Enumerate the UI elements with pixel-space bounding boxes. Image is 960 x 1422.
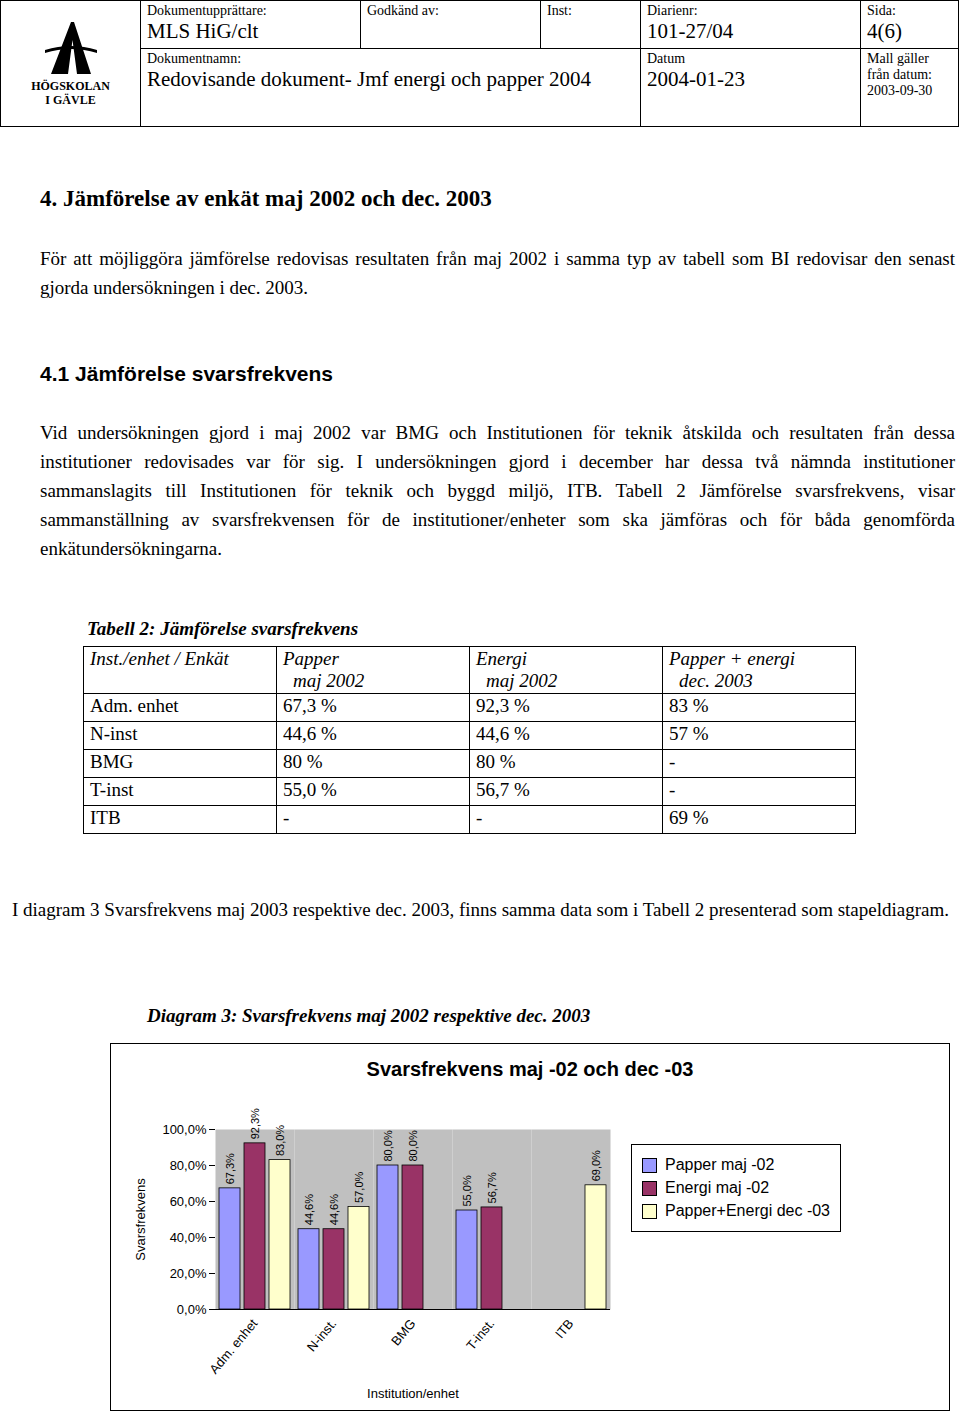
- svg-text:67,3%: 67,3%: [224, 1153, 236, 1184]
- html-text:44,6 %: 44,6 %: [283, 723, 337, 744]
- html-text:4(6): 4(6): [867, 19, 902, 43]
- svg-text:Adm. enhet: Adm. enhet: [206, 1316, 260, 1377]
- svg-text:Svarsfrekvens: Svarsfrekvens: [133, 1178, 148, 1261]
- svg-text:40,0%: 40,0%: [170, 1230, 207, 1245]
- svg-text:80,0%: 80,0%: [170, 1158, 207, 1173]
- html-text:4.1 Jämförelse svarsfrekvens: 4.1 Jämförelse svarsfrekvens: [40, 362, 333, 385]
- html-text:HÖGSKOLAN: HÖGSKOLAN: [31, 79, 110, 94]
- html-text:I diagram 3 Svarsfrekvens maj: I diagram 3 Svarsfrekvens maj 2003 respe…: [12, 899, 949, 920]
- svg-text:80,0%: 80,0%: [407, 1130, 419, 1161]
- html-text:N-inst: N-inst: [90, 723, 138, 744]
- html-text:I GÄVLE: I GÄVLE: [45, 92, 96, 107]
- html-text:92,3 %: 92,3 %: [476, 695, 530, 716]
- html-text:maj 2002: maj 2002: [486, 670, 558, 691]
- html-text:MLS HiG/clt: MLS HiG/clt: [147, 19, 259, 43]
- html-text:2003-09-30: 2003-09-30: [867, 83, 933, 98]
- svg-text:BMG: BMG: [388, 1316, 419, 1348]
- html-text:Sida:: Sida:: [867, 3, 896, 18]
- html-text:BMG: BMG: [90, 751, 134, 772]
- html-text:Diarienr:: Diarienr:: [647, 3, 698, 18]
- html-text:dec. 2003: dec. 2003: [679, 670, 753, 691]
- html-text:Adm. enhet: Adm. enhet: [90, 695, 179, 716]
- html-text:67,3 %: 67,3 %: [283, 695, 337, 716]
- html-text:Vid undersökningen gjord i maj: Vid undersökningen gjord i maj 2002 var …: [40, 422, 955, 559]
- html-text:83 %: 83 %: [669, 695, 709, 716]
- svg-text:80,0%: 80,0%: [382, 1130, 394, 1161]
- html-text:Energi maj -02: Energi maj -02: [665, 1179, 769, 1196]
- html-text:55,0 %: 55,0 %: [283, 779, 337, 800]
- html-text:69 %: 69 %: [669, 807, 709, 828]
- html-text:Papper + energi: Papper + energi: [669, 648, 796, 669]
- html-text:Inst:: Inst:: [547, 3, 572, 18]
- svg-text:57,0%: 57,0%: [353, 1171, 365, 1202]
- html-text:44,6 %: 44,6 %: [476, 723, 530, 744]
- svg-text:83,0%: 83,0%: [274, 1125, 286, 1156]
- html-text:Papper: Papper: [283, 648, 339, 669]
- html-text:56,7 %: 56,7 %: [476, 779, 530, 800]
- html-text:För att möjliggöra jämförelse: För att möjliggöra jämförelse redovisas …: [40, 248, 955, 298]
- html-text:Energi: Energi: [476, 648, 527, 669]
- svg-text:0,0%: 0,0%: [177, 1302, 207, 1317]
- svg-text:20,0%: 20,0%: [170, 1266, 207, 1281]
- svg-text:92,3%: 92,3%: [249, 1108, 261, 1139]
- svg-text:44,6%: 44,6%: [303, 1194, 315, 1225]
- html-text:Papper+Energi dec -03: Papper+Energi dec -03: [665, 1202, 830, 1219]
- html-text:4. Jämförelse av enkät maj 200: 4. Jämförelse av enkät maj 2002 och dec.…: [40, 186, 492, 211]
- html-text:Datum: Datum: [647, 51, 686, 66]
- html-text:Godkänd av:: Godkänd av:: [367, 3, 439, 18]
- html-text:Diagram 3: Svarsfrekvens maj 2: Diagram 3: Svarsfrekvens maj 2002 respek…: [147, 1005, 591, 1026]
- svg-text:60,0%: 60,0%: [170, 1194, 207, 1209]
- svg-text:N-inst.: N-inst.: [304, 1316, 340, 1354]
- html-text:Redovisande dokument- Jmf ener: Redovisande dokument- Jmf energi och pap…: [147, 67, 591, 91]
- svg-text:56,7%: 56,7%: [486, 1172, 498, 1203]
- html-text:Tabell 2: Jämförelse svarsfrek: Tabell 2: Jämförelse svarsfrekvens: [87, 618, 359, 639]
- html-text:57 %: 57 %: [669, 723, 709, 744]
- svg-text:T-inst.: T-inst.: [463, 1316, 497, 1353]
- html-text:Papper maj -02: Papper maj -02: [665, 1156, 775, 1173]
- html-text:80 %: 80 %: [283, 751, 323, 772]
- svg-text:100,0%: 100,0%: [162, 1122, 207, 1137]
- html-text:ITB: ITB: [90, 807, 121, 828]
- html-text:Dokumentnamn:: Dokumentnamn:: [147, 51, 242, 66]
- svg-text:ITB: ITB: [552, 1316, 576, 1341]
- html-text:101-27/04: 101-27/04: [647, 19, 734, 43]
- svg-text:Institution/enhet: Institution/enhet: [367, 1386, 459, 1401]
- html-text:2004-01-23: 2004-01-23: [647, 67, 745, 91]
- svg-text:44,6%: 44,6%: [328, 1194, 340, 1225]
- html-text:Inst./enhet / Enkät: Inst./enhet / Enkät: [90, 648, 229, 669]
- html-text:80 %: 80 %: [476, 751, 516, 772]
- html-text:maj 2002: maj 2002: [293, 670, 365, 691]
- html-text:Dokumentupprättare:: Dokumentupprättare:: [147, 3, 267, 18]
- svg-text:69,0%: 69,0%: [590, 1150, 602, 1181]
- svg-text:55,0%: 55,0%: [461, 1175, 473, 1206]
- html-text:Svarsfrekvens maj -02 och dec: Svarsfrekvens maj -02 och dec -03: [366, 1058, 694, 1080]
- html-text:T-inst: T-inst: [90, 779, 134, 800]
- html-text:Mall gäller från datum:: Mall gäller från datum:: [867, 51, 932, 82]
